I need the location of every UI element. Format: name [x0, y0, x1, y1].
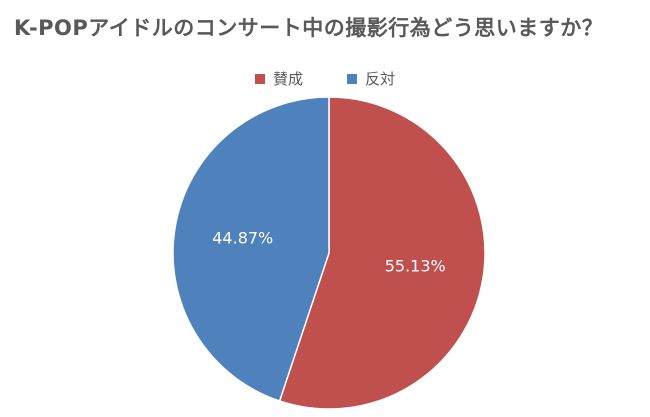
- legend-label-disagree: 反対: [365, 70, 396, 88]
- legend-item-agree: 賛成: [254, 68, 303, 89]
- pie-slice-disagree: [172, 96, 330, 402]
- data-label-disagree: 44.87%: [212, 228, 273, 247]
- legend: 賛成 反対: [0, 68, 650, 89]
- legend-label-agree: 賛成: [272, 70, 303, 88]
- legend-swatch-agree: [254, 73, 265, 84]
- legend-item-disagree: 反対: [347, 68, 395, 89]
- pie-slice-agree: [278, 96, 486, 410]
- data-label-agree: 55.13%: [385, 257, 446, 276]
- chart-title: K-POPアイドルのコンサート中の撮影行為どう思いますか？: [14, 16, 604, 40]
- legend-swatch-disagree: [347, 73, 357, 84]
